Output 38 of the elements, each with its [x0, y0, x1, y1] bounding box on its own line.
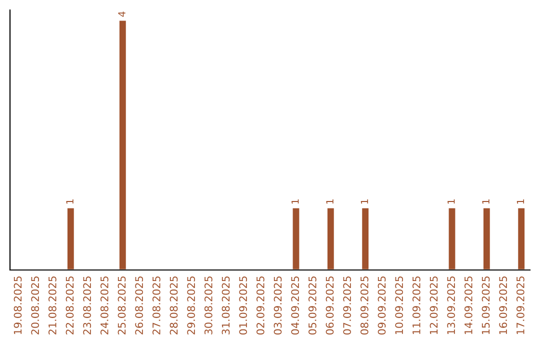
data-label: 1 [292, 199, 299, 204]
data-label: 1 [482, 199, 490, 204]
x-tick-label: 26.08.2025 [135, 276, 144, 334]
x-tick-label: 30.08.2025 [204, 276, 212, 334]
x-tick-label: 09.09.2025 [378, 276, 386, 335]
x-tick-label: 16.09.2025 [499, 276, 508, 334]
x-tick-label: 05.09.2025 [308, 276, 316, 335]
x-tick-label: 10.09.2025 [395, 276, 404, 334]
x-tick-label: 07.09.2025 [343, 276, 352, 335]
x-tick-label: 21.08.2025 [48, 276, 56, 334]
x-tick-label: 06.09.2025 [326, 276, 334, 335]
data-label: 4 [118, 12, 126, 17]
data-label: 1 [516, 199, 524, 204]
x-tick-label: 13.09.2025 [447, 276, 456, 334]
data-label: 1 [448, 199, 455, 204]
x-tick-label: 24.08.2025 [100, 276, 108, 334]
x-tick-label: 20.08.2025 [31, 276, 40, 334]
x-tick-label: 03.09.2025 [274, 276, 282, 335]
x-tick-label: 31.08.2025 [222, 276, 230, 334]
x-tick-label: 28.08.2025 [170, 276, 178, 334]
data-label: 1 [326, 199, 334, 204]
x-tick-label: 27.08.2025 [152, 276, 160, 334]
data-label: 1 [360, 199, 368, 204]
x-tick-label: 17.09.2025 [516, 276, 524, 334]
x-tick-label: 04.09.2025 [291, 276, 300, 335]
data-label: 1 [66, 199, 74, 204]
x-tick-label: 23.08.2025 [83, 276, 92, 334]
x-tick-label: 01.09.2025 [239, 276, 248, 335]
x-tick-label: 25.08.2025 [118, 276, 126, 334]
x-tick-label: 22.08.2025 [66, 276, 74, 334]
x-tick-label: 19.08.2025 [14, 276, 22, 334]
x-tick-label: 08.09.2025 [360, 276, 368, 335]
x-tick-label: 11.09.2025 [412, 276, 420, 334]
x-tick-label: 12.09.2025 [430, 276, 438, 334]
x-tick-label: 29.08.2025 [187, 276, 196, 334]
x-tick-label: 02.09.2025 [256, 276, 264, 335]
x-tick-label: 15.09.2025 [482, 276, 490, 334]
x-tick-label: 14.09.2025 [464, 276, 472, 334]
